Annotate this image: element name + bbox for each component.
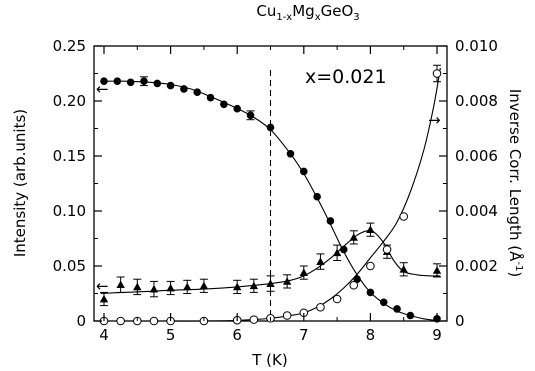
data-point-filled-circle: [166, 81, 175, 90]
data-point-filled-triangle: [166, 283, 175, 292]
data-point-open-circle: [249, 315, 259, 324]
data-point-filled-circle: [353, 275, 361, 284]
data-point-open-circle: [332, 294, 342, 304]
left-axis-arrow-filled-circles: ←: [96, 80, 109, 98]
data-point-filled-triangle: [399, 265, 408, 273]
data-point-filled-circle: [180, 85, 188, 93]
left-axis-arrow-triangles: ←: [96, 277, 109, 295]
data-point-filled-circle: [153, 79, 162, 88]
x-tick-label: 9: [432, 326, 442, 344]
data-point-open-circle: [316, 302, 325, 312]
y-left-tick-label: 0: [76, 312, 86, 330]
data-point-filled-circle: [286, 150, 295, 158]
x-tick-label: 8: [366, 326, 376, 344]
data-point-filled-triangle: [232, 282, 242, 291]
data-point-filled-triangle: [116, 280, 125, 289]
y-right-tick-label: 0.004: [455, 202, 498, 220]
y-right-tick-label: 0.008: [455, 92, 498, 110]
data-point-filled-triangle: [99, 294, 109, 303]
data-point-filled-triangle: [432, 266, 442, 274]
data-point-filled-circle: [140, 77, 148, 85]
data-point-filled-circle: [379, 298, 388, 307]
y-left-tick-label: 0.05: [53, 257, 86, 275]
data-point-filled-circle: [220, 100, 228, 109]
data-point-filled-circle: [100, 77, 108, 85]
data-point-filled-circle: [326, 217, 335, 225]
data-point-filled-triangle: [249, 281, 259, 290]
fit-curve-filled-triangle: [100, 229, 441, 295]
y-left-tick-label: 0.15: [53, 147, 86, 165]
data-point-open-circle: [399, 212, 409, 221]
data-point-filled-circle: [206, 93, 215, 102]
data-point-filled-circle: [126, 78, 135, 87]
x-axis-title: T (K): [251, 351, 287, 369]
data-point-open-circle: [116, 316, 125, 326]
data-point-filled-triangle: [299, 268, 309, 276]
y-left-tick-label: 0.20: [53, 92, 86, 110]
x-tick-label: 4: [99, 326, 109, 344]
data-point-filled-circle: [233, 104, 241, 113]
data-point-filled-triangle: [366, 225, 375, 234]
composition-annotation: x=0.021: [305, 66, 387, 88]
data-point-filled-triangle: [133, 282, 142, 291]
data-point-open-circle: [149, 316, 159, 326]
data-point-open-circle: [382, 245, 392, 254]
data-point-filled-triangle: [149, 284, 159, 293]
y-right-tick-label: 0.002: [455, 257, 498, 275]
data-point-filled-circle: [406, 311, 415, 320]
y-right-tick-label: 0: [455, 312, 465, 330]
y-right-tick-label: 0.006: [455, 147, 498, 165]
right-axis-arrow-open-circles: →: [428, 111, 441, 129]
data-point-filled-triangle: [316, 257, 325, 265]
data-point-filled-circle: [193, 88, 202, 96]
data-point-open-circle: [432, 69, 442, 78]
data-point-open-circle: [349, 280, 359, 290]
y-axis-left-title: Intensity (arb.units): [11, 109, 29, 257]
data-point-filled-circle: [313, 192, 321, 201]
y-axis-right-title: Inverse Corr. Length (Å-1): [506, 89, 525, 277]
y-left-tick-label: 0.10: [53, 202, 86, 220]
data-point-filled-triangle: [266, 279, 275, 287]
x-tick-label: 6: [232, 326, 242, 344]
data-point-open-circle: [282, 311, 292, 320]
data-point-filled-circle: [366, 288, 375, 297]
data-point-filled-circle: [393, 305, 401, 313]
data-point-filled-circle: [339, 245, 348, 254]
data-point-filled-circle: [300, 167, 308, 176]
data-point-filled-circle: [113, 77, 122, 85]
data-point-filled-circle: [246, 111, 255, 120]
data-point-filled-triangle: [349, 233, 358, 241]
data-point-open-circle: [366, 261, 375, 271]
y-right-tick-label: 0.010: [455, 37, 498, 55]
x-tick-label: 5: [166, 326, 176, 344]
data-point-filled-triangle: [183, 282, 192, 291]
data-point-filled-triangle: [199, 281, 209, 290]
chart-title: Cu1-xMgxGeO3: [256, 2, 359, 23]
data-point-filled-triangle: [332, 248, 342, 257]
data-point-filled-triangle: [282, 277, 292, 285]
y-left-tick-label: 0.25: [53, 37, 86, 55]
data-point-filled-circle: [266, 123, 275, 132]
x-tick-label: 7: [299, 326, 309, 344]
